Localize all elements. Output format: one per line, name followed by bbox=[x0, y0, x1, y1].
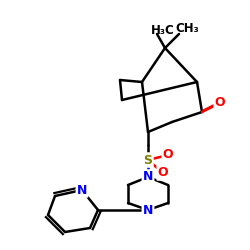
Text: O: O bbox=[163, 148, 173, 162]
Text: O: O bbox=[158, 166, 168, 179]
Text: S: S bbox=[144, 154, 152, 166]
Text: H₃C: H₃C bbox=[151, 24, 175, 36]
Text: O: O bbox=[215, 96, 225, 110]
Text: CH₃: CH₃ bbox=[175, 22, 199, 35]
Text: N: N bbox=[143, 170, 153, 183]
Text: N: N bbox=[143, 204, 153, 216]
Text: N: N bbox=[77, 184, 87, 196]
